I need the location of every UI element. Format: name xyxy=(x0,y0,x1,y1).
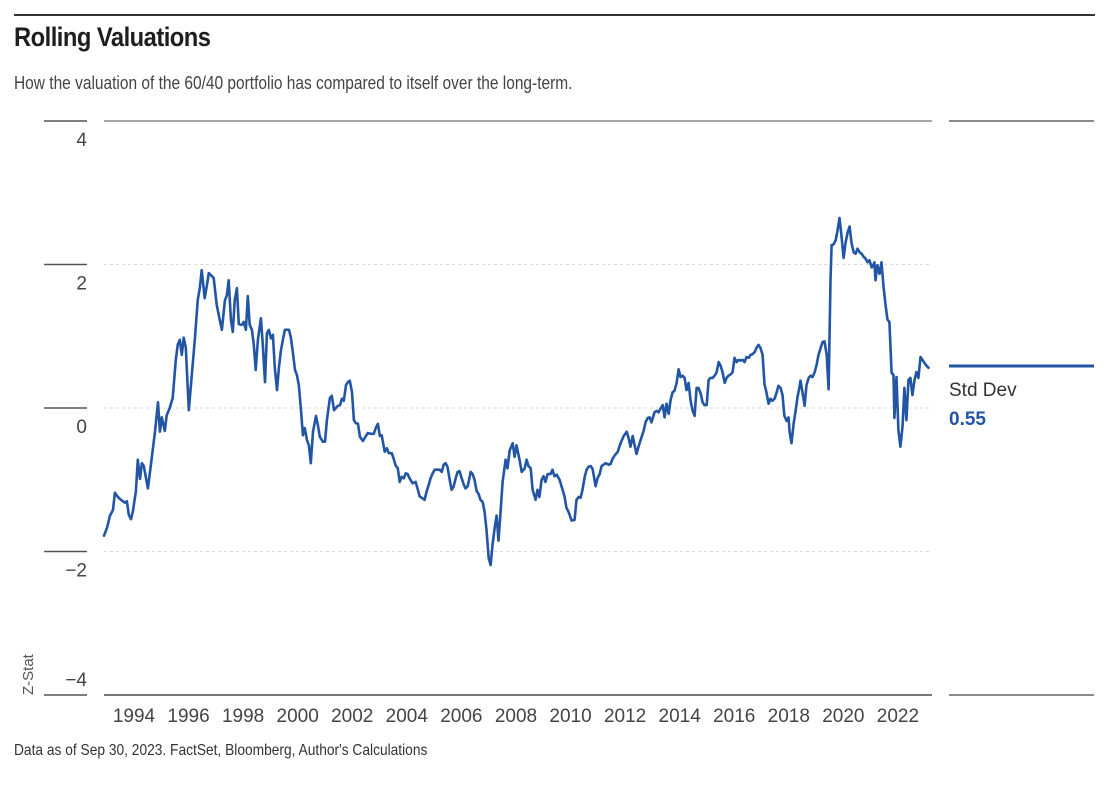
y-tick-labels: 4 2 0 −2 −4 xyxy=(65,130,87,691)
legend-value: 0.55 xyxy=(949,409,986,430)
x-tick-label: 2014 xyxy=(659,706,702,727)
top-rule xyxy=(14,14,1095,16)
x-tick-labels: 1994 1996 1998 2000 2002 2004 2006 2008 2010 2012… xyxy=(113,706,919,727)
x-tick-label: 2006 xyxy=(440,706,482,727)
y-tick-label: 4 xyxy=(76,130,87,151)
x-tick-label: 2018 xyxy=(768,706,810,727)
x-tick-label: 2020 xyxy=(822,706,864,727)
y-tick-label: −4 xyxy=(65,670,87,691)
x-tick-label: 1994 xyxy=(113,706,156,727)
grid-lines xyxy=(104,264,932,552)
y-axis-title: Z-Stat xyxy=(20,653,37,695)
x-tick-label: 1998 xyxy=(222,706,264,727)
source-note: Data as of Sep 30, 2023. FactSet, Bloomb… xyxy=(14,742,428,759)
x-tick-label: 1996 xyxy=(167,706,209,727)
x-tick-label: 2010 xyxy=(549,706,591,727)
series-line-std-dev xyxy=(102,216,930,567)
x-tick-label: 2012 xyxy=(604,706,646,727)
x-tick-label: 2008 xyxy=(495,706,537,727)
legend: Std Dev 0.55 xyxy=(949,120,1094,696)
y-tick-label: −2 xyxy=(65,561,87,582)
chart-subtitle: How the valuation of the 60/40 portfolio… xyxy=(14,73,573,93)
x-tick-label: 2002 xyxy=(331,706,373,727)
legend-label: Std Dev xyxy=(949,380,1017,401)
y-tick-label: 0 xyxy=(76,417,87,438)
x-tick-label: 2016 xyxy=(713,706,755,727)
y-tick-label: 2 xyxy=(76,274,87,295)
chart-title: Rolling Valuations xyxy=(14,22,211,52)
x-tick-label: 2004 xyxy=(386,706,429,727)
x-tick-label: 2000 xyxy=(277,706,319,727)
y-tick-rules xyxy=(44,120,87,696)
x-tick-label: 2022 xyxy=(877,706,919,727)
